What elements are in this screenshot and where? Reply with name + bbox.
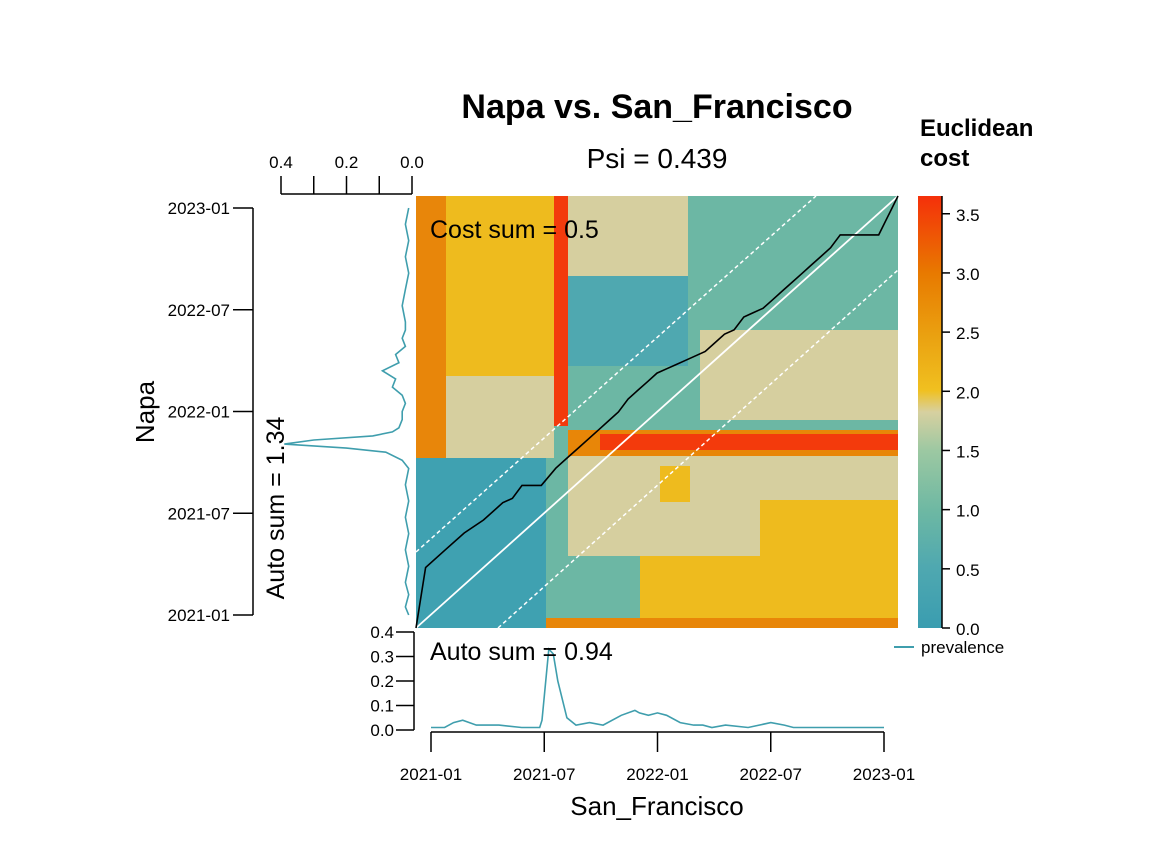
colorbar-tick-label: 0.0 xyxy=(956,620,980,639)
heatmap-zone-peak-column xyxy=(554,196,568,426)
colorbar-ticks: 0.0 0.5 1.0 1.5 2.0 2.5 3.0 3.5 xyxy=(942,206,980,639)
y-tick-label: 2022-07 xyxy=(168,301,230,320)
prev-tick-label: 0.1 xyxy=(370,697,394,716)
chart-subtitle: Psi = 0.439 xyxy=(587,143,728,174)
heatmap-zone-left-tan xyxy=(446,376,554,458)
heatmap-zone-bottom-left-low xyxy=(416,458,546,628)
colorbar-tick-label: 3.5 xyxy=(956,206,980,225)
top-tick-label: 0.0 xyxy=(400,153,424,172)
bottom-auto-sum-label: Auto sum = 0.94 xyxy=(430,638,613,666)
heatmap-zone-bottom-edge xyxy=(546,618,898,628)
colorbar-tick-label: 0.5 xyxy=(956,561,980,580)
y-tick-label: 2021-01 xyxy=(168,606,230,625)
x-tick-label: 2022-01 xyxy=(626,765,688,784)
prev-tick-label: 0.2 xyxy=(370,672,394,691)
y-tick-label: 2023-01 xyxy=(168,199,230,218)
heatmap-zone-right-tan xyxy=(700,330,898,420)
colorbar-tick-label: 1.0 xyxy=(956,502,980,521)
top-tick-label: 0.2 xyxy=(335,153,359,172)
chart-title: Napa vs. San_Francisco xyxy=(461,88,852,126)
top-tick-label: 0.4 xyxy=(269,153,293,172)
left-auto-sum-label: Auto sum = 1.34 xyxy=(262,417,290,600)
x-tick-label: 2021-01 xyxy=(400,765,462,784)
bottom-prevalence-line xyxy=(431,647,884,729)
heatmap-zone-band-peak xyxy=(600,434,898,450)
prev-tick-label: 0.0 xyxy=(370,721,394,740)
colorbar-title-line1: Euclidean xyxy=(920,115,1033,142)
heatmap-zone-upper-teal xyxy=(568,276,688,366)
heatmap-zone-lower-mid xyxy=(640,556,898,628)
x-axis-label: San_Francisco xyxy=(570,791,743,821)
colorbar-title-line2: cost xyxy=(920,145,969,172)
colorbar-tick-label: 2.5 xyxy=(956,324,980,343)
warping-path xyxy=(415,195,899,629)
heatmap-zone-blob xyxy=(660,466,690,502)
band-lower-line xyxy=(497,269,899,629)
cost-sum-label: Cost sum = 0.5 xyxy=(430,216,599,244)
diagonal-line xyxy=(415,195,899,629)
colorbar-tick-label: 2.0 xyxy=(956,383,980,402)
prev-tick-label: 0.3 xyxy=(370,648,394,667)
bottom-prev-axis-ticks: 0.0 0.1 0.2 0.3 0.4 xyxy=(370,623,414,740)
y-tick-label: 2021-07 xyxy=(168,504,230,523)
y-axis-ticks: 2021-01 2021-07 2022-01 2022-07 2023-01 xyxy=(168,199,253,625)
colorbar-tick-label: 1.5 xyxy=(956,442,980,461)
x-tick-label: 2022-07 xyxy=(740,765,802,784)
band-upper-line xyxy=(415,195,817,553)
prev-tick-label: 0.4 xyxy=(370,623,394,642)
y-tick-label: 2022-01 xyxy=(168,403,230,422)
x-tick-label: 2021-07 xyxy=(513,765,575,784)
legend-prevalence-label: prevalence xyxy=(921,638,1004,657)
heatmap-zone-lower-mid-2 xyxy=(760,500,898,556)
x-tick-label: 2023-01 xyxy=(853,765,915,784)
colorbar xyxy=(918,196,942,628)
heatmap-zone-mid-column xyxy=(568,196,688,276)
left-prevalence-line xyxy=(284,207,410,616)
top-axis-ticks: 0.4 0.2 0.0 xyxy=(269,153,424,194)
colorbar-tick-label: 3.0 xyxy=(956,265,980,284)
heatmap-zone-left-high xyxy=(416,196,446,458)
y-axis-label: Napa xyxy=(130,380,160,443)
x-axis-ticks: 2021-01 2021-07 2022-01 2022-07 2023-01 xyxy=(400,732,915,784)
heatmap-zone-left-mid xyxy=(446,196,554,376)
